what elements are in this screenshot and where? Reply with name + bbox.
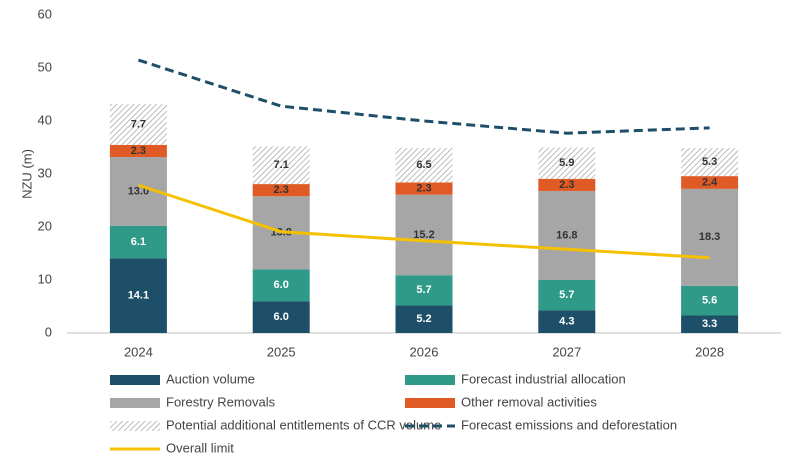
bar-segment [538,190,596,280]
data-label: 6.0 [274,279,289,291]
bar-segment [252,269,310,302]
x-tick-label: 2024 [124,344,153,359]
bar-segment [681,285,739,316]
bar-segment [109,258,167,333]
data-label: 7.1 [274,159,289,171]
legend-label: Forecast emissions and deforestation [461,417,677,432]
y-tick-label: 50 [38,59,52,74]
legend-swatch [110,398,160,408]
data-label: 5.7 [416,284,431,296]
data-label: 2.3 [559,179,574,191]
y-tick-label: 20 [38,218,52,233]
legend-label: Overall limit [166,440,234,455]
data-label: 7.7 [131,118,146,130]
line [137,183,710,260]
legend-label: Forecast industrial allocation [461,371,626,386]
bar-segment [538,280,596,311]
y-tick-label: 40 [38,112,52,127]
legend-swatch [405,375,455,385]
legend-swatch [405,398,455,408]
bar-segment [538,310,596,333]
bar-segment [109,144,167,158]
bar-segment [252,146,310,185]
bar-segment [538,178,596,191]
line [137,58,710,135]
data-label: 5.6 [702,295,717,307]
bar-segment [395,148,453,183]
bar-segment [109,104,167,145]
data-label: 16.8 [556,229,577,241]
bar-segment [252,184,310,197]
legend-swatch [110,375,160,385]
y-tick-label: 10 [38,271,52,286]
data-label: 15.2 [413,229,434,241]
y-tick-label: 60 [38,6,52,21]
data-label: 6.0 [274,311,289,323]
y-tick-label: 0 [45,324,52,339]
legend-label: Potential additional entitlements of CCR… [166,417,441,432]
data-label: 5.3 [702,156,717,168]
bar-segment [109,225,167,259]
data-label: 5.2 [416,313,431,325]
data-label: 2.3 [274,184,289,196]
data-label: 5.7 [559,289,574,301]
data-label: 18.3 [699,231,720,243]
bar-segment [681,315,739,333]
data-label: 14.1 [128,290,149,302]
bar-segment [395,194,453,276]
data-label: 2.4 [702,176,718,188]
y-tick-label: 30 [38,165,52,180]
legend-label: Auction volume [166,371,255,386]
legend-label: Other removal activities [461,394,597,409]
data-label: 3.3 [702,318,717,330]
legend-label: Forestry Removals [166,394,276,409]
data-label: 6.5 [416,159,431,171]
bar-segment [395,182,453,195]
bar-segment [252,301,310,333]
bar-segment [538,147,596,179]
legend-swatch [110,421,160,431]
x-tick-label: 2028 [695,344,724,359]
bar-segment [395,275,453,306]
data-label: 5.9 [559,157,574,169]
data-label: 2.3 [131,145,146,157]
x-tick-label: 2025 [267,344,296,359]
data-label: 6.1 [131,236,146,248]
x-tick-label: 2026 [410,344,439,359]
bar-segment [681,148,739,177]
x-tick-label: 2027 [552,344,581,359]
data-label: 4.3 [559,316,574,328]
bar-segment [681,188,739,286]
bar-segment [395,305,453,333]
data-label: 2.3 [416,182,431,194]
bar-segment [681,176,739,189]
y-axis-label: NZU (m) [19,149,34,199]
